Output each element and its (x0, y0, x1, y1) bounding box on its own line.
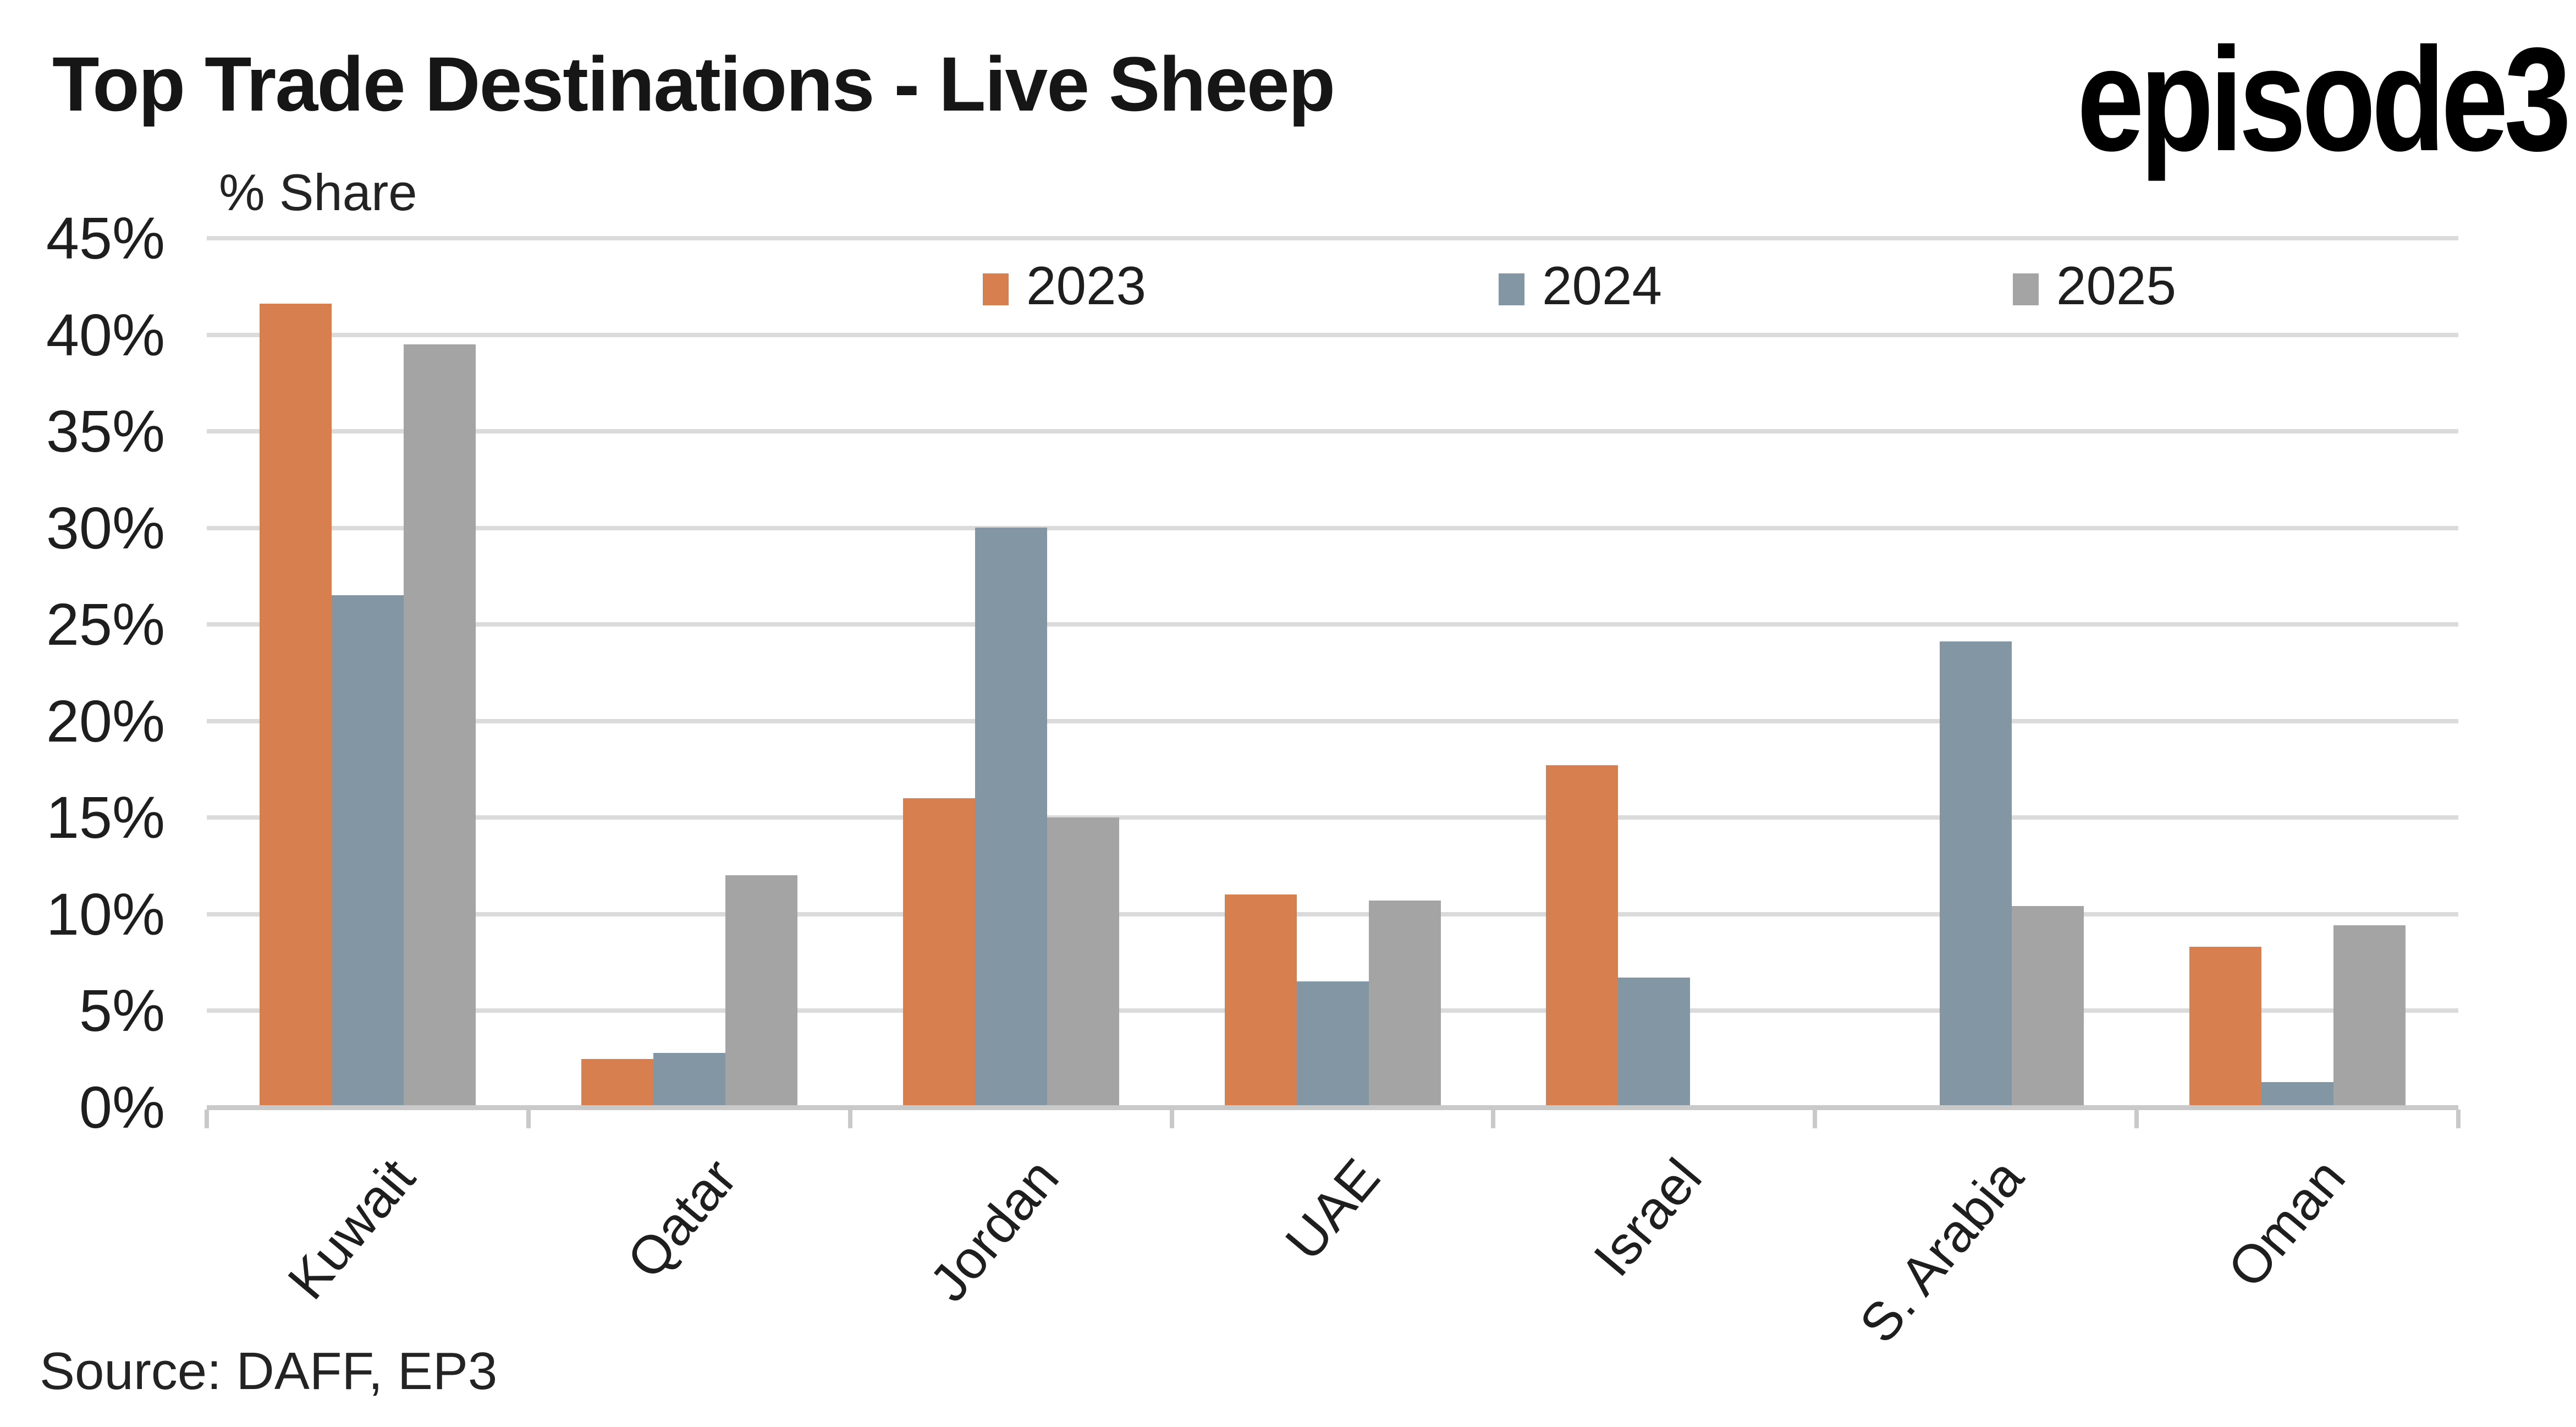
gridline-15 (207, 815, 2458, 820)
bar-uae-2025 (1368, 900, 1441, 1105)
x-tick-label-jordan: Jordan (917, 1147, 1070, 1313)
bar-jordan-2024 (975, 528, 1047, 1105)
gridline-35 (207, 429, 2458, 434)
y-tick-label-0: 0% (79, 1074, 165, 1140)
x-tick-label-israel: Israel (1582, 1147, 1713, 1287)
y-tick-label-30: 30% (46, 494, 165, 561)
bar-s-arabia-2025 (2012, 906, 2084, 1105)
x-axis-tick (1169, 1110, 1174, 1128)
x-tick-label-s-arabia: S. Arabia (1847, 1147, 2035, 1354)
y-tick-label-35: 35% (46, 398, 165, 465)
y-tick-label-25: 25% (46, 591, 165, 658)
x-axis-tick (1813, 1110, 1818, 1128)
legend-item-2025: 2025 (2013, 255, 2176, 316)
bar-uae-2024 (1296, 981, 1369, 1105)
bar-jordan-2025 (1047, 817, 1119, 1105)
bar-kuwait-2024 (331, 595, 404, 1105)
page-title: Top Trade Destinations - Live Sheep (52, 41, 1335, 127)
x-tick-label-oman: Oman (2215, 1147, 2357, 1299)
bar-kuwait-2023 (259, 303, 332, 1105)
y-axis-title: % Share (219, 163, 417, 221)
bar-qatar-2025 (725, 875, 797, 1105)
gridline-10 (207, 912, 2458, 916)
bar-qatar-2024 (653, 1053, 725, 1105)
x-tick-label-uae: UAE (1274, 1147, 1392, 1271)
bar-kuwait-2025 (403, 344, 476, 1105)
legend-item-2024: 2024 (1499, 255, 1662, 316)
y-tick-label-40: 40% (46, 301, 165, 368)
gridline-20 (207, 718, 2458, 723)
gridline-25 (207, 622, 2458, 627)
bar-israel-2024 (1618, 978, 1691, 1105)
x-axis-tick (1491, 1110, 1496, 1128)
bar-israel-2023 (1546, 765, 1619, 1105)
x-axis-tick (2456, 1110, 2461, 1128)
x-tick-label-qatar: Qatar (615, 1147, 748, 1290)
y-tick-label-10: 10% (46, 880, 165, 947)
y-tick-label-45: 45% (46, 205, 165, 271)
legend-item-2023: 2023 (983, 255, 1146, 316)
x-tick-label-kuwait: Kuwait (276, 1147, 427, 1310)
legend-marker-2024 (1499, 273, 1524, 305)
gridline-40 (207, 332, 2458, 337)
bar-oman-2023 (2189, 947, 2262, 1105)
bar-oman-2025 (2333, 925, 2406, 1105)
y-tick-label-15: 15% (46, 784, 165, 851)
source-note: Source: DAFF, EP3 (40, 1342, 498, 1401)
bar-jordan-2023 (902, 798, 975, 1105)
gridline-45 (207, 236, 2458, 240)
legend-marker-2025 (2013, 273, 2039, 305)
y-tick-label-5: 5% (79, 977, 165, 1044)
legend-label-2025: 2025 (2056, 255, 2177, 316)
x-axis-tick (205, 1110, 209, 1128)
bar-uae-2023 (1224, 894, 1297, 1105)
legend-label-2024: 2024 (1542, 255, 1663, 316)
x-axis-tick (847, 1110, 852, 1128)
gridline-30 (207, 525, 2458, 530)
x-axis-tick (526, 1110, 531, 1128)
bar-s-arabia-2024 (1940, 641, 2012, 1105)
y-tick-label-20: 20% (46, 687, 165, 754)
brand-logo: episode3 (2077, 17, 2572, 182)
bar-qatar-2023 (581, 1058, 653, 1105)
x-axis-tick (2134, 1110, 2139, 1128)
legend-label-2023: 2023 (1026, 255, 1147, 316)
bar-oman-2024 (2261, 1082, 2334, 1105)
legend-marker-2023 (983, 273, 1009, 305)
x-axis-line (207, 1105, 2458, 1110)
